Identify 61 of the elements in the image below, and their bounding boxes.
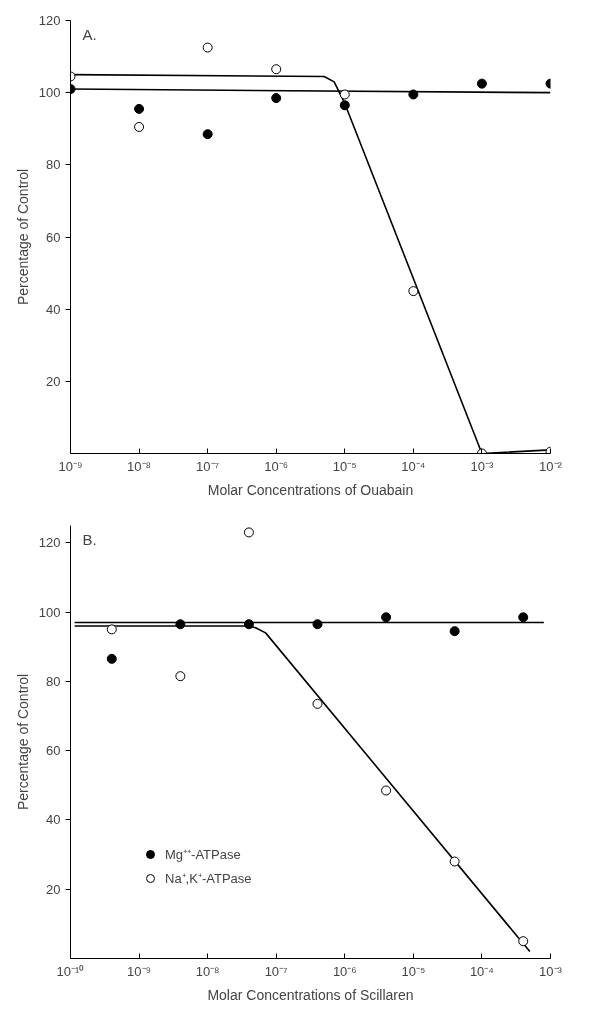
x-tick-label: 10⁻⁷: [264, 963, 289, 979]
y-tick-label: 120: [38, 535, 61, 551]
y-tick-label: 80: [46, 157, 61, 173]
point: [476, 78, 487, 89]
x-axis-title: Molar Concentrations of Scillaren: [207, 986, 414, 1003]
point: [202, 129, 213, 140]
point: [312, 619, 323, 630]
x-tick-label: 10⁻⁶: [332, 963, 357, 979]
point: [449, 856, 460, 867]
point: [134, 103, 145, 114]
y-axis-title: Percentage of Control: [14, 168, 31, 306]
point: [449, 626, 460, 637]
point: [243, 619, 254, 630]
y-tick-label: 40: [46, 812, 61, 828]
y-tick-label: 100: [38, 85, 61, 101]
x-tick-label: 10⁻⁴: [469, 963, 494, 979]
chart-title: B.: [82, 530, 97, 548]
x-tick-label: 10⁻⁸: [195, 963, 220, 979]
y-tick-label: 120: [38, 13, 61, 28]
point: [518, 612, 529, 623]
point: [408, 286, 419, 297]
chart-title: A.: [82, 25, 97, 43]
point: [106, 624, 117, 635]
x-axis-title: Molar Concentrations of Ouabain: [207, 481, 414, 498]
x-tick-label: 10⁻⁴: [401, 458, 426, 474]
x-tick-label: 10⁻⁵: [332, 458, 357, 474]
y-tick-label: 80: [46, 673, 61, 689]
point: [106, 653, 117, 664]
x-tick-label: 10⁻²: [539, 458, 563, 474]
legend-label: Mg⁺⁺-ATPase: [165, 846, 241, 863]
x-tick-label: 10⁻⁹: [58, 458, 83, 474]
point: [271, 93, 282, 104]
x-tick-label: 10⁻⁷: [196, 458, 220, 474]
point: [271, 64, 282, 75]
point: [134, 121, 145, 132]
point: [175, 671, 186, 682]
x-tick-label: 10⁻⁸: [127, 458, 152, 474]
point: [202, 42, 213, 53]
point: [408, 89, 419, 100]
y-tick-label: 40: [46, 301, 61, 317]
y-tick-label: 20: [46, 881, 61, 897]
point: [381, 612, 392, 623]
x-tick-label: 10⁻⁶: [264, 458, 289, 474]
point: [518, 936, 529, 947]
x-tick-label: 10⁻³: [470, 458, 494, 474]
y-tick-label: 20: [46, 373, 61, 389]
point: [175, 619, 186, 630]
y-tick-label: 100: [38, 604, 61, 620]
point: [243, 527, 254, 538]
x-tick-label: 10⁻⁵: [401, 963, 426, 979]
point: [339, 89, 350, 100]
point: [381, 785, 392, 796]
y-tick-label: 60: [46, 743, 61, 759]
x-tick-label: 10⁻³: [539, 963, 563, 979]
x-tick-label: 10⁻⁹: [127, 963, 152, 979]
y-axis-title: Percentage of Control: [14, 673, 31, 811]
x-tick-label: 10⁻¹⁰: [56, 963, 85, 979]
y-tick-label: 60: [46, 229, 61, 245]
point: [312, 698, 323, 709]
legend-label: Na⁺,K⁺-ATPase: [165, 870, 252, 887]
point: [339, 100, 350, 111]
